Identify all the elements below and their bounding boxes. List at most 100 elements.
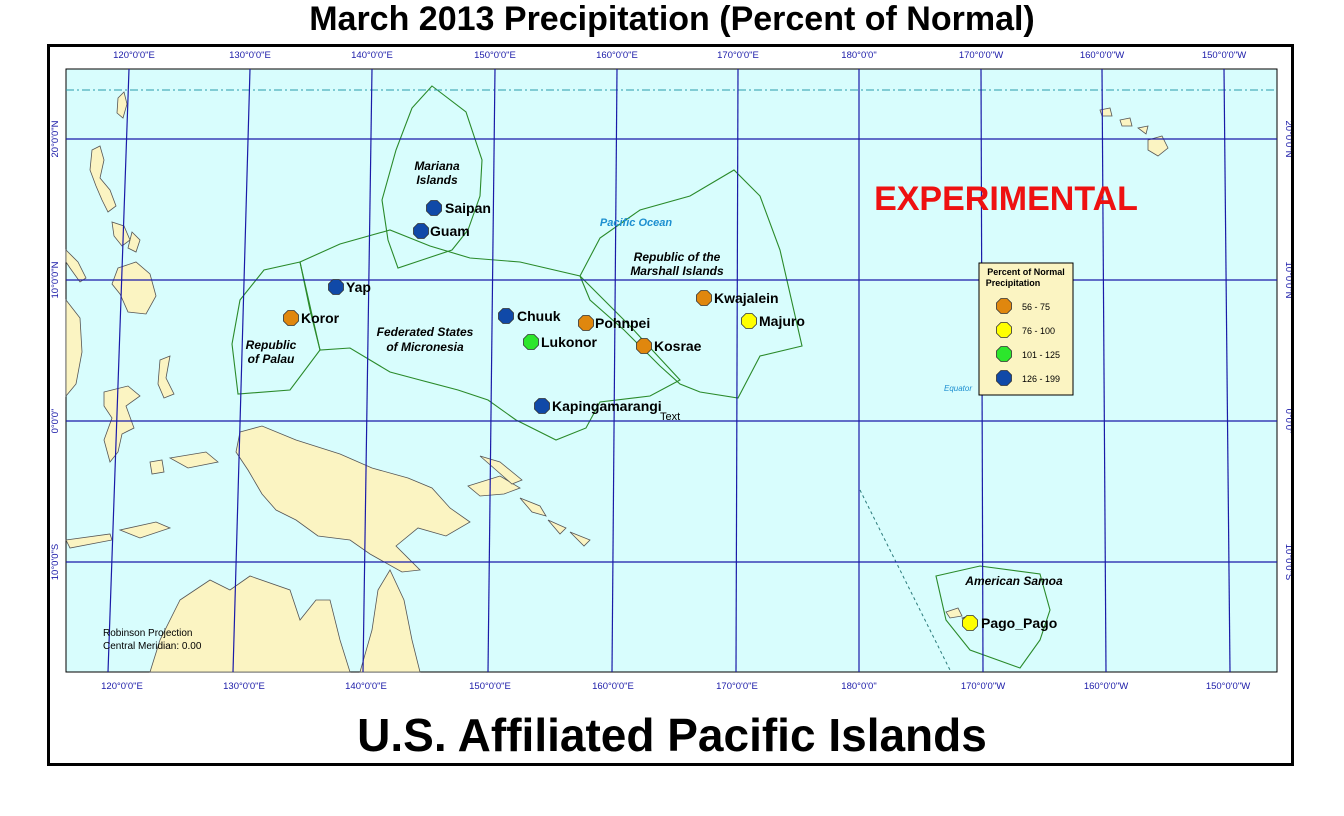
land-hawaii-2 [1119, 117, 1133, 127]
station-koror-marker [283, 310, 299, 326]
station-pohnpei-marker [578, 315, 594, 331]
ocean-label: Pacific Ocean [600, 217, 672, 229]
legend-title-1: Percent of Normal [987, 267, 1065, 277]
land-samar [127, 231, 141, 253]
region-mariana-1: Mariana [414, 159, 460, 173]
lon-label-top-2: 140°0'0"E [351, 50, 393, 61]
boundary-samoa [935, 565, 1051, 669]
lon-line-160w [1101, 68, 1107, 673]
lon-line-150w [1223, 68, 1231, 673]
lon-label-bottom-1: 130°0'0"E [223, 681, 265, 692]
station-kosrae-label: Kosrae [654, 338, 702, 354]
lon-label-bottom-8: 160°0'0"W [1084, 681, 1128, 692]
lon-label-bottom-6: 180°0'0" [841, 681, 876, 692]
lat-label-right-2: 0°0'0" [1283, 409, 1294, 434]
region-marshall-1: Republic of the [634, 250, 721, 264]
lon-label-top-0: 120°0'0"E [113, 50, 155, 61]
lat-label-left-1: 10°0'0"N [50, 261, 61, 298]
legend-item-1: 76 - 100 [996, 322, 1055, 338]
legend-title-2: Precipitation [986, 278, 1041, 288]
lon-label-bottom-0: 120°0'0"E [101, 681, 143, 692]
station-guam[interactable]: Guam [413, 223, 470, 239]
station-majuro-label: Majuro [759, 313, 805, 329]
station-kapingamarangi[interactable]: Kapingamarangi [534, 398, 662, 414]
lon-label-bottom-4: 160°0'0"E [592, 681, 634, 692]
boundary-palau [231, 261, 321, 395]
land-luzon [89, 145, 117, 213]
legend-swatch-3 [996, 370, 1012, 386]
station-saipan-label: Saipan [445, 200, 491, 216]
station-kosrae[interactable]: Kosrae [636, 338, 702, 354]
region-palau-2: of Palau [248, 352, 295, 366]
legend-swatch-2 [996, 346, 1012, 362]
legend: Percent of Normal Precipitation 56 - 75 … [978, 262, 1074, 396]
legend-item-2: 101 - 125 [996, 346, 1060, 362]
station-kosrae-marker [636, 338, 652, 354]
lat-label-right-3: 10°0'0"S [1283, 544, 1294, 580]
station-guam-marker [413, 223, 429, 239]
station-yap[interactable]: Yap [328, 279, 371, 295]
region-samoa: American Samoa [964, 574, 1063, 588]
region-fsm-2: of Micronesia [386, 340, 464, 354]
station-majuro[interactable]: Majuro [741, 313, 805, 329]
lon-label-top-1: 130°0'0"E [229, 50, 271, 61]
station-chuuk-marker [498, 308, 514, 324]
boundary-mariana [381, 85, 483, 269]
lat-label-right-1: 10°0'0"N [1283, 262, 1294, 299]
meridian-label: Central Meridian: 0.00 [103, 641, 202, 652]
station-chuuk[interactable]: Chuuk [498, 308, 561, 324]
land-borneo [65, 298, 83, 398]
station-pago-pago-label: Pago_Pago [981, 615, 1057, 631]
projection-label: Robinson Projection [103, 628, 193, 639]
legend-label-0: 56 - 75 [1022, 302, 1050, 312]
land-new-britain [467, 475, 521, 497]
stations: Saipan Guam Yap Koror Chuuk Lukonor Pohn… [283, 200, 1058, 631]
lon-label-bottom-9: 150°0'0"W [1206, 681, 1250, 692]
station-pohnpei-label: Pohnpei [595, 315, 650, 331]
land-hawaii-4 [1147, 135, 1169, 157]
legend-item-3: 126 - 199 [996, 370, 1060, 386]
station-kapingamarangi-marker [534, 398, 550, 414]
lat-label-right-0: 20°0'0"N [1283, 121, 1294, 158]
land-solomon-3 [569, 531, 591, 547]
station-kapingamarangi-label: Kapingamarangi [552, 398, 662, 414]
station-koror[interactable]: Koror [283, 310, 340, 326]
land-mindanao [111, 261, 157, 315]
lat-label-left-3: 10°0'0"S [50, 544, 61, 580]
lon-label-top-4: 160°0'0"E [596, 50, 638, 61]
lon-line-150e [487, 68, 496, 673]
stray-text-label: Text [660, 411, 680, 423]
lon-label-bottom-5: 170°0'0"E [716, 681, 758, 692]
land-timor [118, 521, 172, 539]
land-halmahera [157, 355, 175, 399]
land-samoa-1 [945, 607, 963, 619]
lat-labels: 20°0'0"N 10°0'0"N 0°0'0" 10°0'0"S 20°0'0… [50, 120, 1294, 580]
lon-label-bottom-3: 150°0'0"E [469, 681, 511, 692]
station-majuro-marker [741, 313, 757, 329]
map-frame [47, 44, 1294, 766]
land-solomon-1 [519, 497, 547, 517]
station-kwajalein-label: Kwajalein [714, 290, 779, 306]
lon-line-130e [232, 68, 251, 673]
land-seram [168, 451, 219, 469]
boundary-fsm [299, 229, 681, 441]
lon-label-top-8: 160°0'0"W [1080, 50, 1124, 61]
station-pohnpei[interactable]: Pohnpei [578, 315, 651, 331]
land-solomon-2 [547, 519, 567, 535]
station-pago-pago[interactable]: Pago_Pago [962, 615, 1058, 631]
lon-labels: 120°0'0"E 130°0'0"E 140°0'0"E 150°0'0"E … [101, 50, 1250, 692]
station-lukonor-marker [523, 334, 539, 350]
land-palawan [65, 249, 87, 283]
land-cape-york [359, 569, 421, 673]
legend-label-3: 126 - 199 [1022, 374, 1060, 384]
station-saipan[interactable]: Saipan [426, 200, 491, 216]
station-kwajalein[interactable]: Kwajalein [696, 290, 779, 306]
station-koror-label: Koror [301, 310, 340, 326]
station-kwajalein-marker [696, 290, 712, 306]
station-lukonor[interactable]: Lukonor [523, 334, 598, 350]
legend-item-0: 56 - 75 [996, 298, 1050, 314]
map-title: March 2013 Precipitation (Percent of Nor… [309, 0, 1035, 38]
station-pago-pago-marker [962, 615, 978, 631]
lon-label-bottom-7: 170°0'0"W [961, 681, 1005, 692]
